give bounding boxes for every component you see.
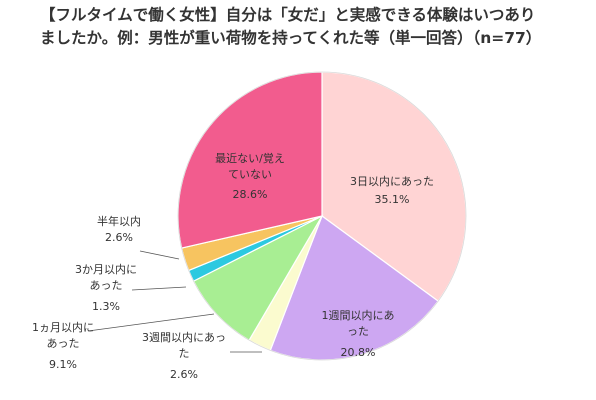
slice-label: 最近ない/覚え bbox=[215, 152, 285, 165]
slice-value-label: 28.6% bbox=[233, 188, 268, 201]
slice-value-label: 2.6% bbox=[105, 231, 133, 244]
slice-label: あった bbox=[90, 279, 123, 292]
slice-label: 1週間以内にあ bbox=[322, 308, 395, 322]
chart-title-line-2: ましたか。例：男性が重い荷物を持ってくれた等（単一回答）（n=77） bbox=[40, 29, 542, 47]
slice-label: った bbox=[347, 325, 369, 338]
slice-label: 3週間以内にあっ bbox=[142, 330, 226, 344]
leader-line bbox=[139, 250, 180, 260]
slice-value-label: 20.8% bbox=[341, 346, 376, 359]
slice-label: 3日以内にあった bbox=[350, 174, 434, 188]
leader-line bbox=[131, 286, 187, 291]
slice-label: 3か月以内に bbox=[75, 262, 137, 276]
chart-title-line-1: 【フルタイムで働く女性】自分は「女だ」と実感できる体験はいつあり bbox=[40, 6, 536, 24]
slice-label: 1ヵ月以内に bbox=[32, 320, 94, 334]
slice-value-label: 1.3% bbox=[92, 300, 120, 313]
pie-outline bbox=[177, 71, 467, 361]
slice-value-label: 2.6% bbox=[170, 368, 198, 381]
slice-value-label: 35.1% bbox=[375, 193, 410, 206]
chart-title: 【フルタイムで働く女性】自分は「女だ」と実感できる体験はいつあり ましたか。例：… bbox=[40, 4, 580, 50]
slice-value-label: 9.1% bbox=[49, 358, 77, 371]
slice-label: ていない bbox=[228, 168, 272, 181]
slice-label: 半年以内 bbox=[97, 214, 141, 228]
slice-label: あった bbox=[47, 337, 80, 350]
leader-line bbox=[87, 313, 215, 332]
slice-label: た bbox=[179, 347, 190, 360]
